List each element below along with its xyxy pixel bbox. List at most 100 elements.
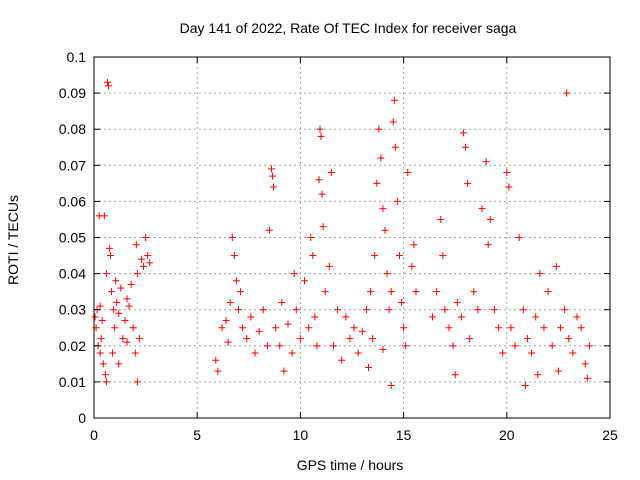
data-point bbox=[391, 143, 399, 151]
data-point bbox=[108, 288, 116, 296]
data-point bbox=[234, 306, 242, 314]
data-point bbox=[548, 342, 556, 350]
ticks: 0 5 10 15 20 25 0 0.01 0.02 0.03 0.04 0.05 0.06 0.07 0… bbox=[59, 49, 618, 443]
data-point bbox=[408, 262, 416, 270]
data-point bbox=[101, 371, 109, 379]
data-point bbox=[329, 342, 337, 350]
data-point bbox=[379, 205, 387, 213]
data-point bbox=[91, 313, 99, 321]
data-point bbox=[462, 143, 470, 151]
data-point bbox=[453, 298, 461, 306]
data-point bbox=[569, 349, 577, 357]
data-point bbox=[102, 270, 110, 278]
data-point bbox=[96, 349, 104, 357]
data-point bbox=[125, 302, 133, 310]
data-point bbox=[290, 270, 298, 278]
x-tick-label: 20 bbox=[499, 427, 515, 443]
x-tick-label: 10 bbox=[293, 427, 309, 443]
data-point bbox=[350, 324, 358, 332]
data-point bbox=[554, 367, 562, 375]
data-point bbox=[464, 179, 472, 187]
data-point bbox=[433, 288, 441, 296]
data-point bbox=[387, 288, 395, 296]
data-point bbox=[449, 342, 457, 350]
data-point bbox=[135, 335, 143, 343]
data-point bbox=[523, 335, 531, 343]
data-point bbox=[232, 277, 240, 285]
y-tick-label: 0.03 bbox=[59, 302, 86, 318]
y-tick-label: 0.09 bbox=[59, 85, 86, 101]
data-point bbox=[428, 313, 436, 321]
data-point bbox=[107, 252, 115, 260]
y-tick-label: 0.04 bbox=[59, 266, 86, 282]
y-tick-label: 0.08 bbox=[59, 121, 86, 137]
data-point bbox=[318, 190, 326, 198]
data-point bbox=[243, 335, 251, 343]
data-points bbox=[91, 78, 593, 390]
data-point bbox=[315, 176, 323, 184]
data-point bbox=[379, 345, 387, 353]
data-point bbox=[115, 309, 123, 317]
chart-title: Day 141 of 2022, Rate Of TEC Index for r… bbox=[180, 20, 517, 36]
data-point bbox=[437, 215, 445, 223]
data-point bbox=[534, 371, 542, 379]
data-point bbox=[142, 234, 150, 241]
data-point bbox=[495, 324, 503, 332]
data-point bbox=[311, 313, 319, 321]
data-point bbox=[573, 313, 581, 321]
data-point bbox=[470, 288, 478, 296]
data-point bbox=[400, 324, 408, 332]
data-point bbox=[309, 252, 317, 260]
data-point bbox=[270, 183, 278, 191]
data-point bbox=[110, 306, 118, 314]
data-point bbox=[99, 360, 107, 368]
y-tick-label: 0.07 bbox=[59, 157, 86, 173]
data-point bbox=[369, 335, 377, 343]
data-point bbox=[499, 349, 507, 357]
data-point bbox=[140, 262, 148, 270]
y-tick-label: 0 bbox=[78, 410, 86, 426]
data-point bbox=[284, 320, 292, 328]
data-point bbox=[263, 342, 271, 350]
axes bbox=[93, 56, 611, 419]
data-point bbox=[515, 234, 523, 241]
x-tick-label: 0 bbox=[90, 427, 98, 443]
data-point bbox=[561, 306, 569, 314]
data-point bbox=[511, 342, 519, 350]
data-point bbox=[105, 244, 113, 252]
data-point bbox=[115, 360, 123, 368]
data-point bbox=[316, 125, 324, 133]
data-point bbox=[387, 382, 395, 390]
data-point bbox=[385, 306, 393, 314]
data-point bbox=[585, 342, 593, 350]
data-point bbox=[373, 179, 381, 187]
data-point bbox=[556, 324, 564, 332]
data-point bbox=[321, 288, 329, 296]
data-point bbox=[123, 295, 131, 303]
data-point bbox=[393, 197, 401, 205]
data-point bbox=[536, 270, 544, 278]
data-point bbox=[486, 215, 494, 223]
data-point bbox=[459, 129, 467, 137]
data-point bbox=[484, 241, 492, 249]
data-point bbox=[362, 306, 370, 314]
data-point bbox=[212, 356, 220, 364]
y-tick-label: 0.05 bbox=[59, 230, 86, 246]
data-point bbox=[104, 82, 112, 90]
data-point bbox=[137, 255, 145, 263]
data-point bbox=[563, 89, 571, 97]
data-point bbox=[222, 317, 230, 325]
data-point bbox=[398, 298, 406, 306]
data-point bbox=[133, 378, 141, 386]
x-tick-label: 15 bbox=[396, 427, 412, 443]
x-tick-label: 25 bbox=[602, 427, 618, 443]
data-point bbox=[441, 306, 449, 314]
y-tick-label: 0.1 bbox=[67, 49, 87, 65]
data-point bbox=[301, 277, 309, 285]
data-point bbox=[98, 317, 106, 325]
x-axis-label: GPS time / hours bbox=[297, 457, 404, 473]
data-point bbox=[278, 298, 286, 306]
data-point bbox=[367, 288, 375, 296]
data-point bbox=[503, 169, 511, 177]
